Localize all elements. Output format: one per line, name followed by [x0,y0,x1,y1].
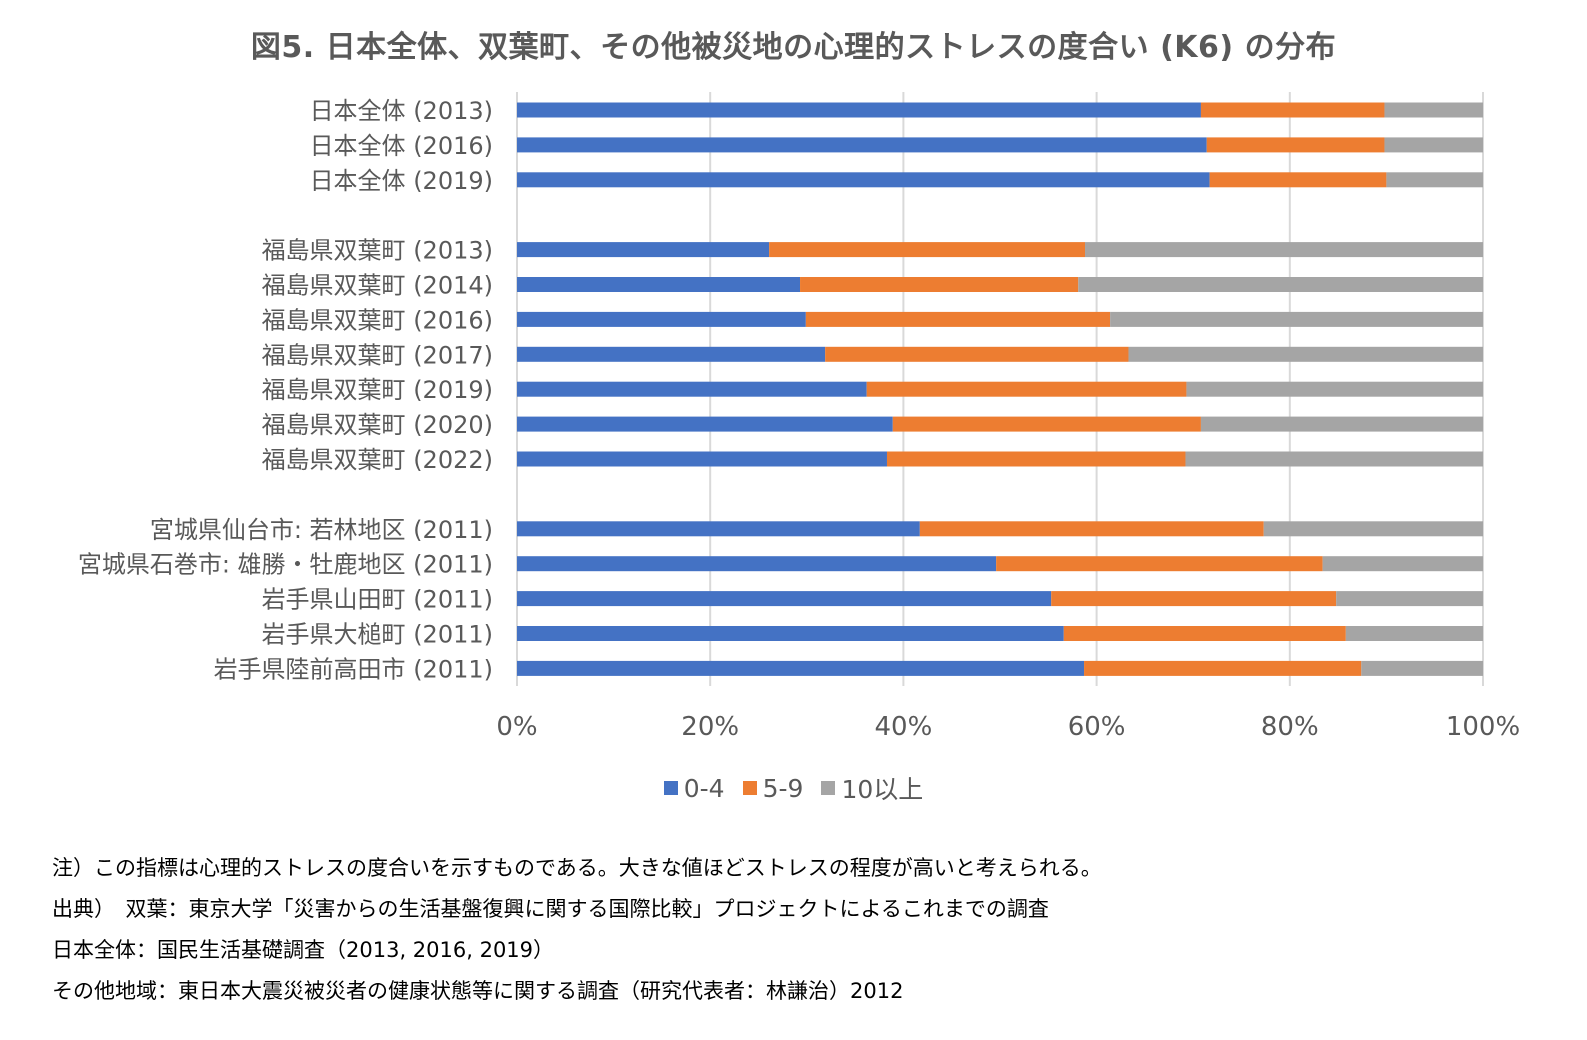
bar-segment-10以上 [1361,660,1483,676]
bar-segment-10以上 [1200,416,1483,432]
bar-segment-10以上 [1186,381,1483,397]
bars [517,102,1483,676]
category-label: 岩手県陸前高田市 (2011) [214,655,493,683]
bar-segment-10以上 [1128,346,1483,362]
bar-segment-0-4 [517,277,801,292]
legend-swatch [821,781,836,795]
bar-segment-10以上 [1078,277,1483,292]
bar-segment-5-9 [1051,591,1337,607]
x-tick-label: 0% [496,712,537,742]
bar-segment-0-4 [517,416,893,432]
legend-item: 10以上 [821,770,923,806]
category-label: 日本全体 (2019) [310,167,493,195]
category-label: 福島県双葉町 (2016) [262,306,493,334]
bar-segment-10以上 [1110,311,1483,327]
note-line: 日本全体：国民生活基礎調査（2013, 2016, 2019） [52,938,555,962]
bar-segment-0-4 [517,521,920,537]
bar-segment-5-9 [805,311,1111,327]
category-label: 福島県双葉町 (2014) [262,272,493,300]
bar-segment-0-4 [517,626,1064,641]
bar-segment-5-9 [1063,626,1346,641]
legend-swatch [742,781,757,795]
bar-segment-5-9 [1084,660,1362,676]
category-label: 岩手県山田町 (2011) [262,586,493,614]
bar-segment-0-4 [517,242,770,258]
bar-segment-10以上 [1263,521,1483,537]
x-tick-labels: 0% 20% 40% 60% 80% 100% [496,712,1520,742]
bar-segment-0-4 [517,346,826,362]
x-tick-label: 100% [1446,712,1520,742]
category-label: 日本全体 (2016) [310,132,493,160]
bar-segment-10以上 [1384,102,1483,118]
legend-item: 5-9 [742,770,804,806]
bar-segment-10以上 [1386,172,1483,188]
bar-segment-5-9 [1200,102,1385,118]
bar-segment-5-9 [1206,137,1385,153]
x-tick-label: 60% [1068,712,1126,742]
category-label: 福島県双葉町 (2017) [262,341,493,369]
x-tick-label: 20% [681,712,739,742]
bar-segment-0-4 [517,172,1210,188]
bar-segment-0-4 [517,102,1201,118]
bar-segment-10以上 [1322,556,1483,572]
bar-segment-5-9 [919,521,1264,537]
bar-segment-0-4 [517,451,887,467]
category-label: 宮城県仙台市: 若林地区 (2011) [150,516,493,544]
note-line: 注）この指標は心理的ストレスの度合いを示すものである。大きな値ほどストレスの程度… [52,856,1102,880]
legend: 0-4 5-9 10以上 [0,770,1587,806]
bar-segment-10以上 [1345,626,1483,641]
bar-segment-10以上 [1384,137,1483,153]
bar-segment-0-4 [517,660,1085,676]
legend-swatch [663,781,678,795]
legend-label: 5-9 [762,773,804,803]
category-label: 福島県双葉町 (2020) [262,411,493,439]
legend-label: 10以上 [841,775,924,804]
bar-segment-5-9 [996,556,1323,572]
bar-segment-0-4 [517,311,806,327]
bar-segment-0-4 [517,556,997,572]
bar-segment-10以上 [1336,591,1483,607]
category-label: 福島県双葉町 (2013) [262,237,493,265]
legend-item: 0-4 [663,770,725,806]
bar-segment-5-9 [892,416,1201,432]
bar-segment-0-4 [517,591,1052,607]
bar-segment-10以上 [1185,451,1483,467]
bar-segment-0-4 [517,381,867,397]
notes: 注）この指標は心理的ストレスの度合いを示すものである。大きな値ほどストレスの程度… [52,848,1102,1012]
category-label: 岩手県大槌町 (2011) [262,621,493,649]
bar-segment-0-4 [517,137,1207,153]
category-label: 宮城県石巻市: 雄勝・牡鹿地区 (2011) [78,551,493,579]
category-label: 日本全体 (2013) [310,97,493,125]
x-tick-label: 40% [875,712,933,742]
bar-segment-5-9 [800,277,1079,292]
bar-segment-5-9 [886,451,1186,467]
chart-title: 図5. 日本全体、双葉町、その他被災地の心理的ストレスの度合い (K6) の分布 [250,30,1337,65]
bar-segment-5-9 [866,381,1187,397]
category-label: 福島県双葉町 (2022) [262,446,493,474]
bar-segment-5-9 [769,242,1086,258]
note-line: 出典） 双葉：東京大学「災害からの生活基盤復興に関する国際比較」プロジェクトによ… [52,897,1049,921]
x-tick-label: 80% [1261,712,1319,742]
category-label: 福島県双葉町 (2019) [262,376,493,404]
bar-segment-5-9 [825,346,1129,362]
bar-segment-10以上 [1085,242,1483,258]
legend-label: 0-4 [683,773,725,803]
category-labels: 日本全体 (2013) 日本全体 (2016) 日本全体 (2019) 福島県双葉町 … [78,97,493,683]
bar-segment-5-9 [1209,172,1387,188]
note-line: その他地域：東日本大震災被災者の健康状態等に関する調査（研究代表者：林謙治）20… [52,979,904,1003]
bar-chart: 日本全体 (2013) 日本全体 (2016) 日本全体 (2019) 福島県双葉町 … [78,92,1520,742]
